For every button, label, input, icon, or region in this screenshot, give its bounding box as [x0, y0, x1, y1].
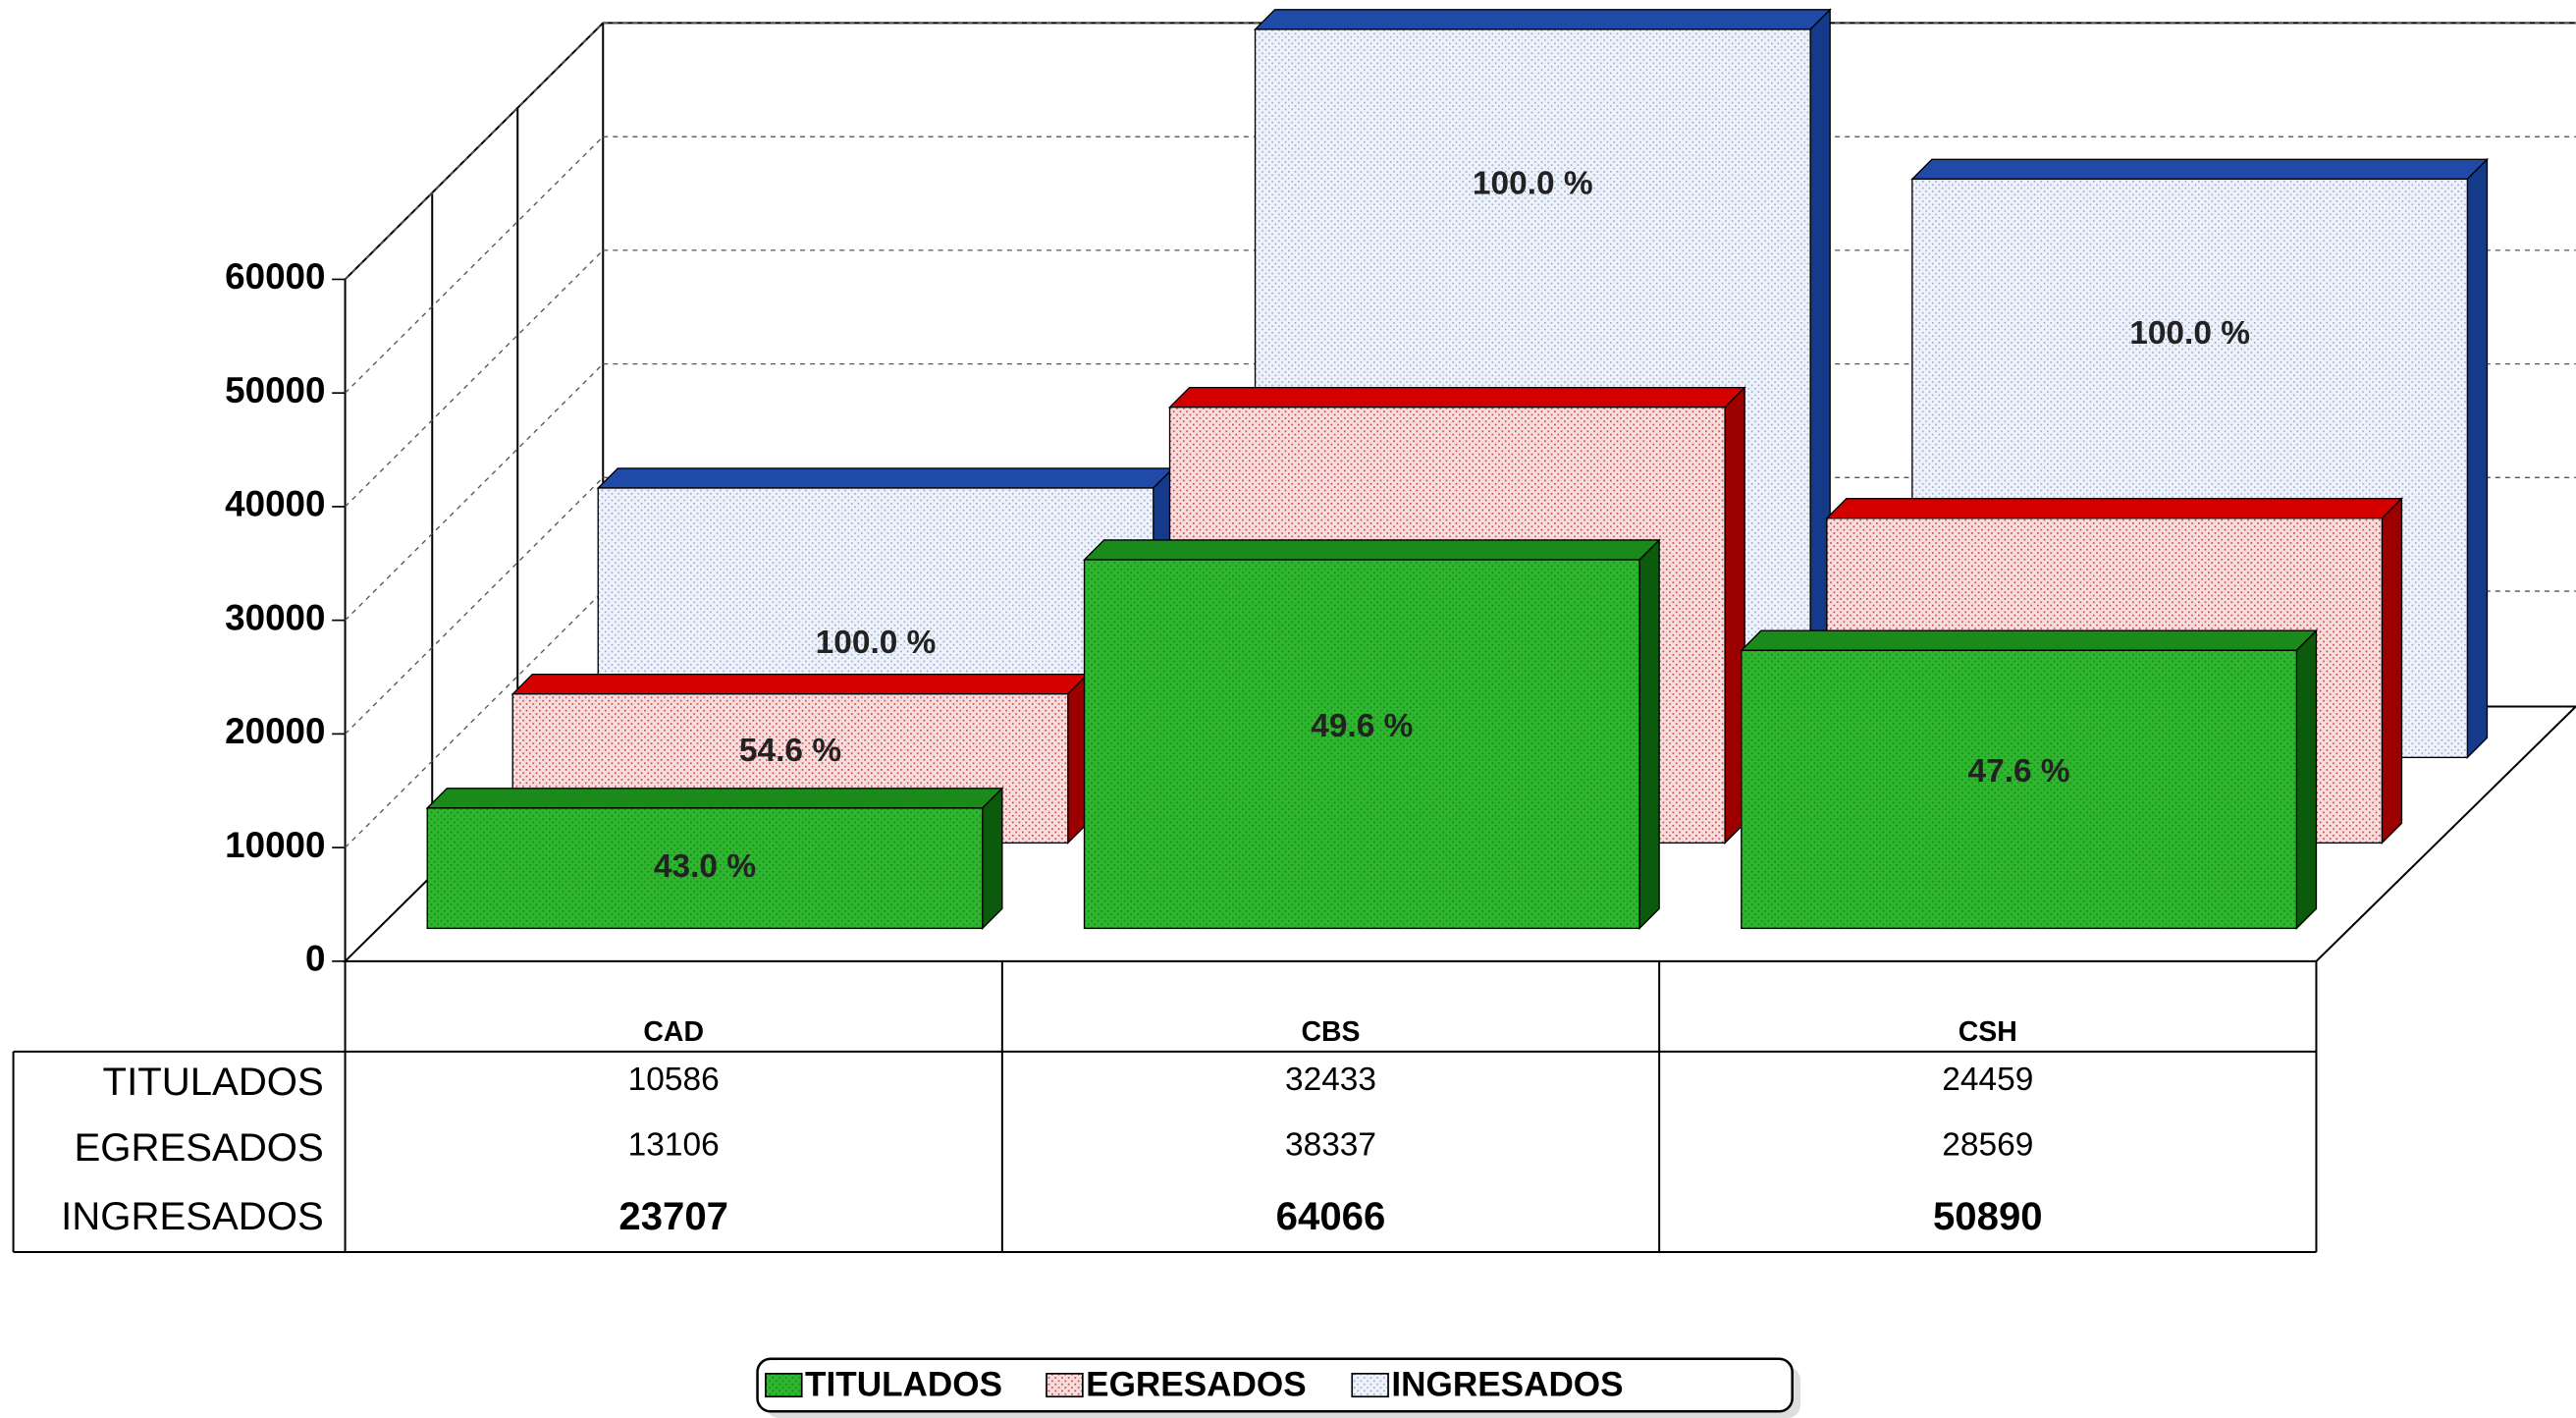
- bar-top: [596, 467, 1175, 489]
- bar-top: [1825, 497, 2404, 519]
- legend-swatch: [765, 1372, 803, 1398]
- value-label: 100.0 %: [2129, 315, 2250, 352]
- bar-side: [982, 787, 1003, 930]
- y-tick-label: 20000: [225, 711, 325, 751]
- bar-top: [1910, 158, 2490, 181]
- legend-label: INGRESADOS: [1391, 1365, 1623, 1403]
- bar-side: [2295, 628, 2318, 930]
- data-table: [12, 960, 2318, 1254]
- table-value: 32433: [1285, 1062, 1376, 1098]
- grid-line: [345, 22, 604, 280]
- bar-side: [2466, 157, 2489, 759]
- table-value: 23707: [618, 1194, 728, 1238]
- table-value: 24459: [1942, 1062, 2033, 1098]
- grid-line: [345, 249, 604, 508]
- table-value: 13106: [628, 1127, 720, 1164]
- bar-top: [425, 788, 1004, 809]
- bar-top: [1740, 629, 2319, 651]
- value-label: 49.6 %: [1311, 708, 1413, 744]
- y-tick-label: 0: [305, 939, 325, 979]
- bar-side: [2381, 497, 2403, 845]
- grid-line: [345, 476, 604, 735]
- grid-line: [345, 590, 604, 848]
- legend-label: EGRESADOS: [1086, 1365, 1306, 1403]
- bar-top: [1082, 539, 1661, 561]
- row-label: INGRESADOS: [61, 1194, 324, 1238]
- legend-box: [756, 1357, 1794, 1413]
- bar-top: [510, 673, 1090, 695]
- value-label: 100.0 %: [816, 625, 937, 661]
- table-value: 38337: [1285, 1127, 1376, 1164]
- table-value: 50890: [1933, 1194, 2043, 1238]
- table-value: 28569: [1942, 1127, 2033, 1164]
- value-label: 100.0 %: [1473, 166, 1593, 202]
- y-tick-label: 60000: [225, 256, 325, 297]
- value-label: 54.6 %: [739, 733, 841, 769]
- grid-line: [345, 136, 604, 394]
- bar: [1741, 649, 2298, 930]
- legend-swatch: [1046, 1372, 1084, 1398]
- bar-top: [1253, 9, 1832, 30]
- value-label: 43.0 %: [654, 848, 756, 885]
- y-tick-label: 30000: [225, 597, 325, 637]
- x-tick-label: CSH: [1959, 1016, 2017, 1048]
- table-value: 64066: [1276, 1194, 1386, 1238]
- bar: [426, 807, 984, 930]
- y-tick-label: 40000: [225, 484, 325, 524]
- x-tick-label: CAD: [643, 1016, 704, 1048]
- bar-top: [1167, 386, 1746, 409]
- legend-label: TITULADOS: [805, 1365, 1002, 1403]
- table-value: 10586: [628, 1062, 720, 1098]
- x-tick-label: CBS: [1301, 1016, 1360, 1048]
- y-tick-label: 50000: [225, 370, 325, 410]
- bar-side: [1638, 538, 1660, 930]
- row-label: TITULADOS: [103, 1060, 324, 1104]
- row-label: EGRESADOS: [75, 1125, 324, 1170]
- grid-line: [345, 363, 604, 622]
- value-label: 47.6 %: [1968, 753, 2070, 790]
- legend-swatch: [1351, 1372, 1389, 1398]
- y-tick-label: 10000: [225, 825, 325, 865]
- bar: [1083, 559, 1640, 930]
